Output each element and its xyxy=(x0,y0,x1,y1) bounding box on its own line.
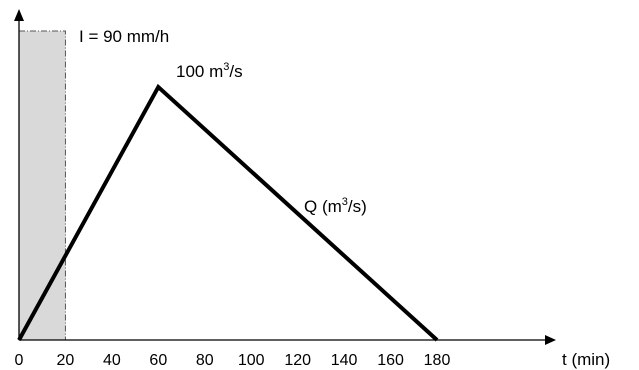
x-tick-label-120: 120 xyxy=(284,352,311,369)
x-tick-label-0: 0 xyxy=(15,352,24,369)
x-tick-label-140: 140 xyxy=(331,352,358,369)
x-tick-label-20: 20 xyxy=(57,352,75,369)
x-tick-label-40: 40 xyxy=(103,352,121,369)
rainfall-intensity-bar xyxy=(18,30,66,341)
x-tick-label-100: 100 xyxy=(238,352,265,369)
x-tick-label-160: 160 xyxy=(377,352,404,369)
x-tick-label-80: 80 xyxy=(196,352,214,369)
hydrograph-line xyxy=(17,83,439,342)
discharge-label: Q (m3/s) xyxy=(304,196,367,216)
x-tick-labels: 0 20 40 60 80 100 120 140 160 180 xyxy=(15,352,451,369)
x-axis-arrow xyxy=(545,335,556,345)
x-tick-label-180: 180 xyxy=(424,352,451,369)
rainfall-label: I = 90 mm/h xyxy=(79,27,169,46)
peak-label: 100 m3/s xyxy=(176,61,243,81)
y-axis-arrow xyxy=(14,9,24,21)
x-tick-label-60: 60 xyxy=(149,352,167,369)
x-axis-label: t (min) xyxy=(562,350,610,369)
